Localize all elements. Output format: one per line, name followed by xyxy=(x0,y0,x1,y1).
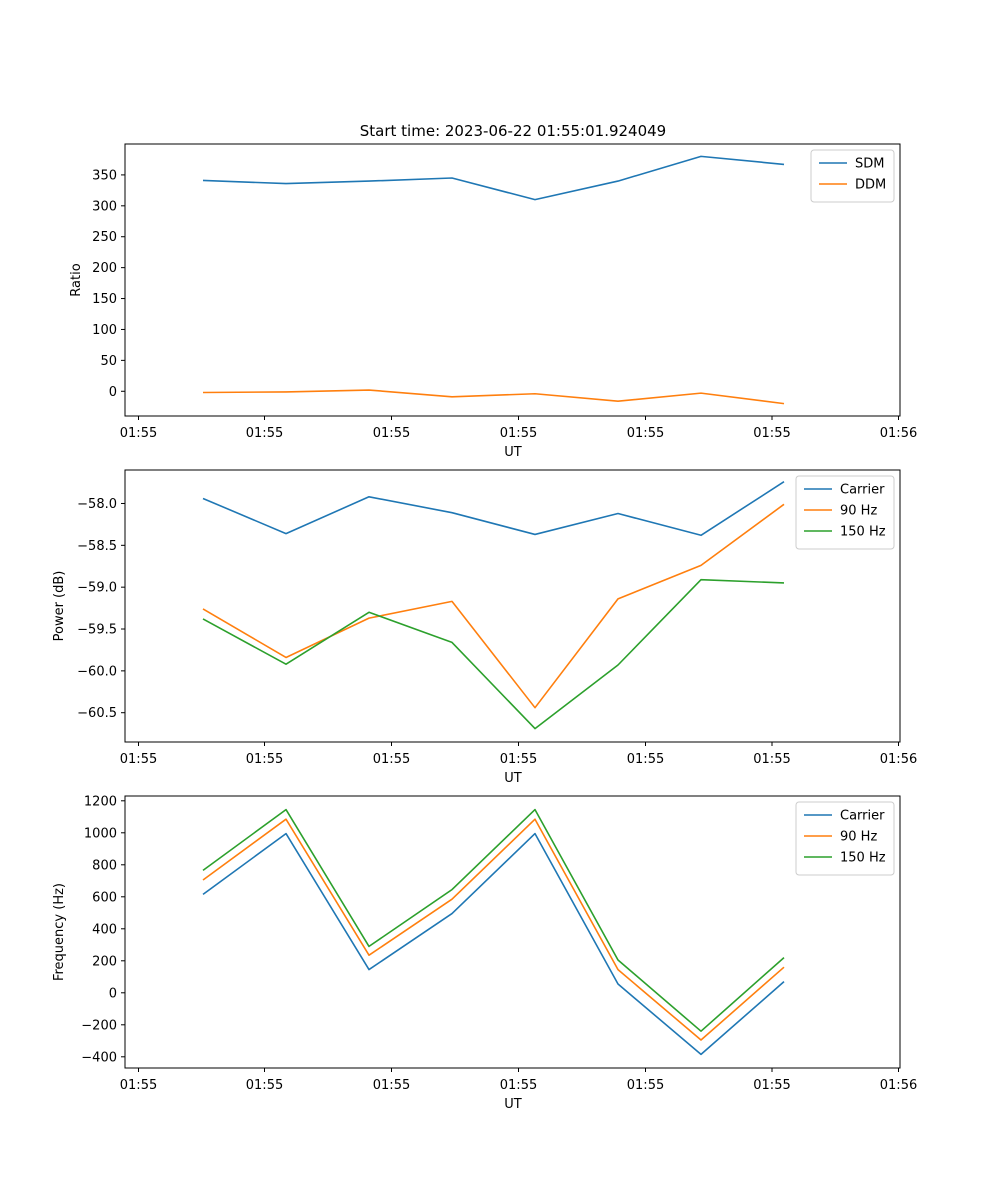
axes-frame xyxy=(124,143,901,417)
series-line-carrier xyxy=(202,481,785,537)
x-tick-label: 01:55 xyxy=(627,1078,664,1093)
y-tick-label: 600 xyxy=(92,890,117,905)
y-tick-label: 300 xyxy=(92,199,117,214)
x-tick-label: 01:55 xyxy=(246,752,283,767)
legend-entry: 150 Hz xyxy=(840,851,886,866)
y-tick-label: −200 xyxy=(81,1018,117,1033)
x-tick-label: 01:55 xyxy=(373,1078,410,1093)
y-tick-label: −400 xyxy=(81,1050,117,1065)
legend-entry: SDM xyxy=(855,157,884,172)
x-tick-label: 01:55 xyxy=(500,1078,537,1093)
x-tick-label: 01:55 xyxy=(373,752,410,767)
chart-panel-3: 01:55 01:55 01:55 01:55 01:55 01:55 01:56 UT −40… xyxy=(52,794,917,1112)
y-axis-label: Power (dB) xyxy=(52,571,67,642)
x-tick-label: 01:55 xyxy=(753,752,790,767)
series-line-carrier xyxy=(202,832,785,1056)
x-tick-label: 01:56 xyxy=(880,426,917,441)
y-tick-label: 800 xyxy=(92,858,117,873)
x-tick-label: 01:55 xyxy=(627,752,664,767)
x-axis-label: UT xyxy=(504,1097,522,1112)
y-tick-label: −60.5 xyxy=(77,706,117,721)
y-tick-label: −59.0 xyxy=(77,581,117,596)
series-line-90-hz xyxy=(202,503,785,709)
series-line-90-hz xyxy=(202,818,785,1041)
x-tick-label: 01:55 xyxy=(753,1078,790,1093)
y-tick-label: 200 xyxy=(92,954,117,969)
y-tick-label: −59.5 xyxy=(77,623,117,638)
legend-entry: Carrier xyxy=(840,809,885,824)
chart-panel-1: 01:55 01:55 01:55 01:55 01:55 01:55 01:56 UT 0 50… xyxy=(69,143,917,460)
y-tick-label: 150 xyxy=(92,292,117,307)
legend-entry: 90 Hz xyxy=(840,504,877,519)
legend-entry: 150 Hz xyxy=(840,525,886,540)
y-tick-label: 1000 xyxy=(84,826,117,841)
y-tick-label: −60.0 xyxy=(77,664,117,679)
y-axis-label: Ratio xyxy=(69,263,84,296)
x-axis-label: UT xyxy=(504,445,522,460)
y-tick-label: −58.5 xyxy=(77,539,117,554)
x-tick-label: 01:56 xyxy=(880,752,917,767)
chart-panel-2: 01:55 01:55 01:55 01:55 01:55 01:55 01:56 UT −60… xyxy=(52,469,917,786)
chart-panels: 01:55 01:55 01:55 01:55 01:55 01:55 01:56 UT 0 50… xyxy=(52,143,917,1112)
y-tick-label: 250 xyxy=(92,230,117,245)
x-tick-label: 01:55 xyxy=(120,1078,157,1093)
x-axis-label: UT xyxy=(504,771,522,786)
x-tick-label: 01:55 xyxy=(627,426,664,441)
y-tick-label: 200 xyxy=(92,261,117,276)
axes-frame xyxy=(124,795,901,1069)
x-tick-label: 01:55 xyxy=(753,426,790,441)
legend-entry: 90 Hz xyxy=(840,830,877,845)
x-tick-label: 01:56 xyxy=(880,1078,917,1093)
y-tick-label: 400 xyxy=(92,922,117,937)
y-tick-label: 0 xyxy=(109,986,117,1001)
y-axis-label: Frequency (Hz) xyxy=(52,883,67,981)
y-tick-label: −58.0 xyxy=(77,497,117,512)
x-tick-label: 01:55 xyxy=(120,426,157,441)
x-tick-label: 01:55 xyxy=(500,752,537,767)
x-tick-label: 01:55 xyxy=(373,426,410,441)
series-line-sdm xyxy=(202,155,785,201)
y-tick-label: 100 xyxy=(92,323,117,338)
y-tick-label: 350 xyxy=(92,168,117,183)
y-tick-label: 1200 xyxy=(84,794,117,809)
x-tick-label: 01:55 xyxy=(500,426,537,441)
series-line-150-hz xyxy=(202,578,785,730)
axes-frame xyxy=(124,469,901,743)
figure-title: Start time: 2023-06-22 01:55:01.924049 xyxy=(360,122,666,140)
series-line-150-hz xyxy=(202,808,785,1032)
series-line-ddm xyxy=(202,389,785,405)
x-tick-label: 01:55 xyxy=(246,426,283,441)
y-tick-label: 50 xyxy=(100,354,117,369)
legend-entry: DDM xyxy=(855,178,886,193)
x-tick-label: 01:55 xyxy=(120,752,157,767)
y-tick-label: 0 xyxy=(109,385,117,400)
legend-entry: Carrier xyxy=(840,483,885,498)
x-tick-label: 01:55 xyxy=(246,1078,283,1093)
